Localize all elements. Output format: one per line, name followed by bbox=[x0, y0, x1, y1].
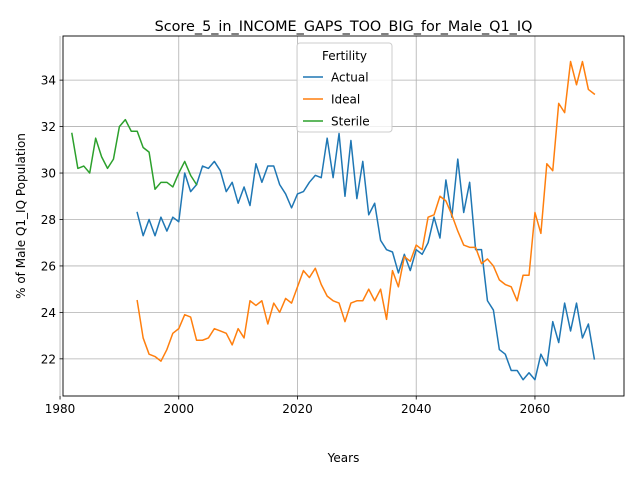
legend-title: Fertility bbox=[322, 49, 367, 63]
y-tick-label: 32 bbox=[41, 120, 56, 134]
x-tick-label: 2060 bbox=[520, 402, 551, 416]
series-lines bbox=[71, 60, 596, 381]
plot-frame bbox=[62, 35, 625, 397]
x-tick-label: 2040 bbox=[401, 402, 432, 416]
x-tick-label: 2020 bbox=[282, 402, 313, 416]
x-tick-label: 1980 bbox=[45, 402, 76, 416]
y-tick-label: 30 bbox=[41, 167, 56, 181]
y-tick-label: 22 bbox=[41, 352, 56, 366]
legend-label-ideal: Ideal bbox=[331, 93, 360, 107]
y-tick-label: 34 bbox=[41, 74, 56, 88]
y-tick-label: 28 bbox=[41, 213, 56, 227]
chart-title: Score_5_in_INCOME_GAPS_TOO_BIG_for_Male_… bbox=[155, 19, 533, 35]
series-line-sterile bbox=[71, 118, 198, 191]
x-tick-label: 2000 bbox=[163, 402, 194, 416]
legend-label-sterile: Sterile bbox=[331, 115, 370, 129]
y-tick-label: 26 bbox=[41, 259, 56, 273]
axis-ticks: 1980 2000 2020 2040 2060 22 24 26 28 30 32 34 bbox=[41, 74, 551, 416]
y-tick-label: 24 bbox=[41, 306, 56, 320]
legend: Fertility Actual Ideal Sterile bbox=[296, 42, 393, 133]
y-axis-label: % of Male Q1_IQ Population bbox=[14, 133, 28, 299]
series-line-actual bbox=[136, 132, 596, 381]
legend-box bbox=[296, 42, 393, 133]
series-line-ideal bbox=[136, 60, 596, 362]
legend-label-actual: Actual bbox=[331, 71, 369, 85]
x-axis-label: Years bbox=[327, 451, 360, 465]
